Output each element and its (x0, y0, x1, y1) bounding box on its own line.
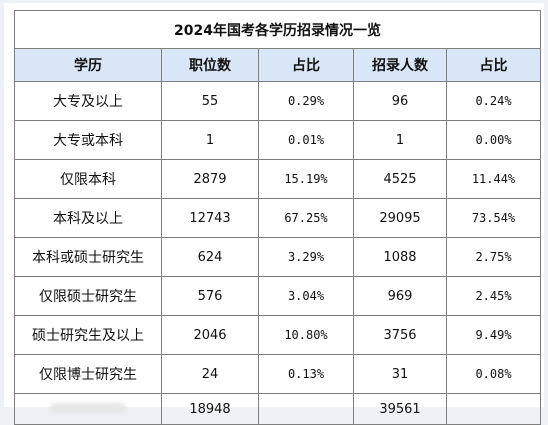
table-row: 本科或硕士研究生 624 3.29% 1088 2.75% (14, 237, 541, 277)
education-level-cell: 本科及以上 (14, 198, 162, 238)
blurred-total-label (50, 402, 126, 413)
table-row: 大专或本科 1 0.01% 1 0.00% (14, 120, 541, 160)
column-header-recruits: 招录人数 (353, 48, 447, 82)
recruit-count-cell: 1 (353, 120, 447, 160)
recruit-share-cell: 11.44% (446, 159, 541, 199)
column-header-positions-share: 占比 (258, 48, 354, 82)
table-row: 硕士研究生及以上 2046 10.80% 3756 9.49% (14, 315, 541, 355)
total-education-level-cell (14, 393, 162, 425)
recruit-count-cell: 29095 (353, 198, 447, 238)
position-count-cell: 24 (161, 354, 259, 394)
education-level-cell: 仅限博士研究生 (14, 354, 162, 394)
recruit-share-cell: 0.24% (446, 81, 541, 121)
recruit-share-cell: 0.00% (446, 120, 541, 160)
table-row: 仅限博士研究生 24 0.13% 31 0.08% (14, 354, 541, 394)
position-count-cell: 1 (161, 120, 259, 160)
total-position-count-cell: 18948 (161, 393, 259, 425)
recruit-count-cell: 96 (353, 81, 447, 121)
title-row: 2024年国考各学历招录情况一览 (14, 10, 541, 49)
recruit-share-cell: 0.08% (446, 354, 541, 394)
table-row: 大专及以上 55 0.29% 96 0.24% (14, 81, 541, 121)
recruit-share-cell: 73.54% (446, 198, 541, 238)
total-recruit-share-cell (446, 393, 541, 425)
education-level-cell: 大专或本科 (14, 120, 162, 160)
column-header-positions: 职位数 (161, 48, 259, 82)
position-share-cell: 67.25% (258, 198, 354, 238)
position-share-cell: 0.13% (258, 354, 354, 394)
recruit-count-cell: 4525 (353, 159, 447, 199)
education-level-cell: 大专及以上 (14, 81, 162, 121)
total-row: 18948 39561 (14, 393, 541, 425)
table-title: 2024年国考各学历招录情况一览 (14, 10, 541, 49)
education-level-cell: 本科或硕士研究生 (14, 237, 162, 277)
position-count-cell: 55 (161, 81, 259, 121)
recruit-count-cell: 1088 (353, 237, 447, 277)
recruit-count-cell: 3756 (353, 315, 447, 355)
total-recruit-count-cell: 39561 (353, 393, 447, 425)
position-count-cell: 2046 (161, 315, 259, 355)
table-row: 本科及以上 12743 67.25% 29095 73.54% (14, 198, 541, 238)
recruit-share-cell: 2.75% (446, 237, 541, 277)
table-frame: 2024年国考各学历招录情况一览 学历 职位数 占比 招录人数 占比 大专及以上… (4, 3, 544, 425)
education-level-cell: 硕士研究生及以上 (14, 315, 162, 355)
position-share-cell: 3.04% (258, 276, 354, 316)
header-row: 学历 职位数 占比 招录人数 占比 (14, 48, 541, 82)
table-row: 仅限硕士研究生 576 3.04% 969 2.45% (14, 276, 541, 316)
position-share-cell: 0.29% (258, 81, 354, 121)
total-position-share-cell (258, 393, 354, 425)
position-count-cell: 12743 (161, 198, 259, 238)
recruit-count-cell: 31 (353, 354, 447, 394)
position-share-cell: 0.01% (258, 120, 354, 160)
education-recruitment-table: 2024年国考各学历招录情况一览 学历 职位数 占比 招录人数 占比 大专及以上… (14, 10, 541, 425)
recruit-count-cell: 969 (353, 276, 447, 316)
recruit-share-cell: 2.45% (446, 276, 541, 316)
education-level-cell: 仅限本科 (14, 159, 162, 199)
position-share-cell: 3.29% (258, 237, 354, 277)
position-count-cell: 576 (161, 276, 259, 316)
position-count-cell: 2879 (161, 159, 259, 199)
recruit-share-cell: 9.49% (446, 315, 541, 355)
position-share-cell: 10.80% (258, 315, 354, 355)
position-share-cell: 15.19% (258, 159, 354, 199)
position-count-cell: 624 (161, 237, 259, 277)
column-header-education: 学历 (14, 48, 162, 82)
education-level-cell: 仅限硕士研究生 (14, 276, 162, 316)
table-row: 仅限本科 2879 15.19% 4525 11.44% (14, 159, 541, 199)
column-header-recruits-share: 占比 (446, 48, 541, 82)
